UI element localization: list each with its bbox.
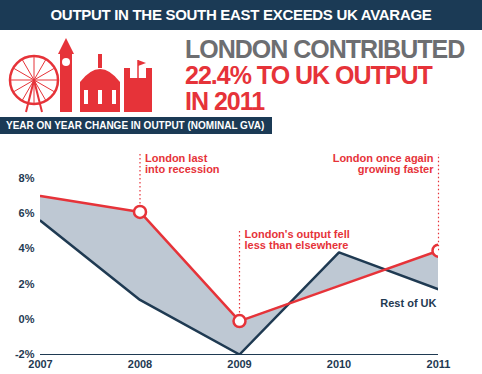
svg-text:2008: 2008 xyxy=(128,358,152,370)
html-text:IN 2011: IN 2011 xyxy=(185,87,265,115)
svg-text:2009: 2009 xyxy=(227,358,251,370)
svg-text:Rest of UK: Rest of UK xyxy=(380,297,436,309)
svg-text:-2%: -2% xyxy=(14,348,35,360)
html-text:LONDON CONTRIBUTED: LONDON CONTRIBUTED xyxy=(185,35,465,63)
svg-text:2007: 2007 xyxy=(28,358,52,370)
svg-text:London lastinto recession: London lastinto recession xyxy=(145,152,220,176)
html-text:YEAR ON YEAR CHANGE IN OUTPUT: YEAR ON YEAR CHANGE IN OUTPUT (NOMINAL G… xyxy=(6,120,265,131)
svg-text:6%: 6% xyxy=(19,207,35,219)
svg-text:London's output fellless than: London's output fellless than elsewhere xyxy=(245,228,350,252)
svg-text:London once againgrowing faste: London once againgrowing faster xyxy=(333,152,435,176)
svg-text:2011: 2011 xyxy=(427,358,451,370)
svg-text:2%: 2% xyxy=(19,278,35,290)
svg-text:8%: 8% xyxy=(19,172,35,184)
svg-text:0%: 0% xyxy=(19,313,35,325)
html-text:22.4% TO UK OUTPUT: 22.4% TO UK OUTPUT xyxy=(185,61,432,89)
svg-text:4%: 4% xyxy=(19,242,35,254)
svg-text:2010: 2010 xyxy=(327,358,351,370)
html-text:OUTPUT IN THE SOUTH EAST EXCEE: OUTPUT IN THE SOUTH EAST EXCEEDS UK AVAR… xyxy=(50,6,432,23)
